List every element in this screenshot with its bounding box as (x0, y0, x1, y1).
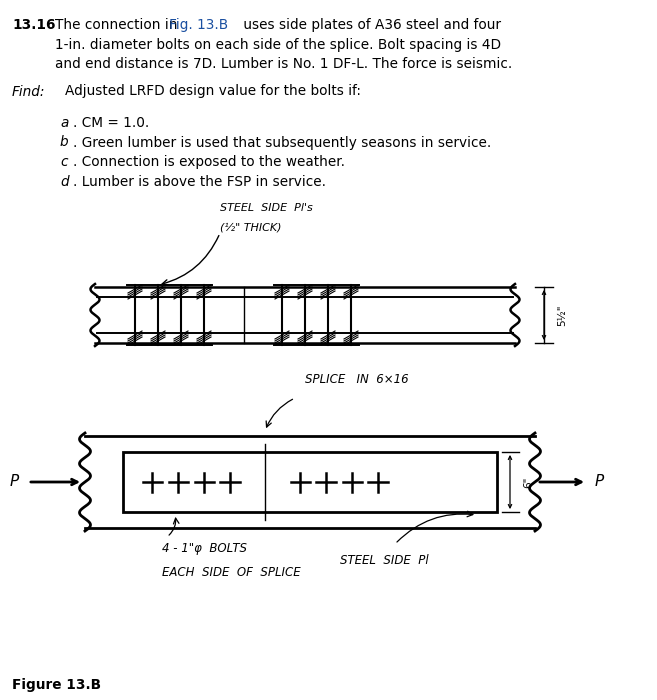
Text: EACH  SIDE  OF  SPLICE: EACH SIDE OF SPLICE (162, 566, 301, 579)
Text: . CM = 1.0.: . CM = 1.0. (73, 116, 149, 130)
Text: The connection in: The connection in (55, 18, 182, 32)
Text: P: P (595, 475, 604, 489)
Text: STEEL  SIDE  Pl: STEEL SIDE Pl (340, 554, 428, 567)
Text: Fig. 13.B: Fig. 13.B (169, 18, 228, 32)
Text: c: c (60, 155, 68, 169)
Bar (123, 452, 497, 512)
Text: b: b (60, 136, 68, 150)
Text: a: a (60, 116, 68, 130)
Text: P: P (10, 475, 19, 489)
Text: Find:: Find: (12, 85, 45, 99)
Text: 4 - 1"φ  BOLTS: 4 - 1"φ BOLTS (162, 542, 247, 555)
Text: 5½": 5½" (557, 304, 567, 326)
Text: uses side plates of A36 steel and four: uses side plates of A36 steel and four (239, 18, 501, 32)
Text: 1-in. diameter bolts on each side of the splice. Bolt spacing is 4D: 1-in. diameter bolts on each side of the… (55, 38, 501, 52)
Text: and end distance is 7D. Lumber is No. 1 DF-L. The force is seismic.: and end distance is 7D. Lumber is No. 1 … (55, 57, 512, 71)
Text: STEEL  SIDE  Pl's: STEEL SIDE Pl's (220, 203, 313, 213)
Text: . Connection is exposed to the weather.: . Connection is exposed to the weather. (73, 155, 345, 169)
Text: . Green lumber is used that subsequently seasons in service.: . Green lumber is used that subsequently… (73, 136, 491, 150)
Text: 6": 6" (523, 476, 533, 488)
Text: d: d (60, 174, 68, 188)
Text: 13.16: 13.16 (12, 18, 55, 32)
Text: (½" THICK): (½" THICK) (220, 223, 281, 233)
Text: Adjusted LRFD design value for the bolts if:: Adjusted LRFD design value for the bolts… (65, 85, 361, 99)
Text: SPLICE   IN  6×16: SPLICE IN 6×16 (305, 373, 409, 386)
Text: . Lumber is above the FSP in service.: . Lumber is above the FSP in service. (73, 174, 326, 188)
Text: Figure 13.B: Figure 13.B (12, 678, 101, 692)
